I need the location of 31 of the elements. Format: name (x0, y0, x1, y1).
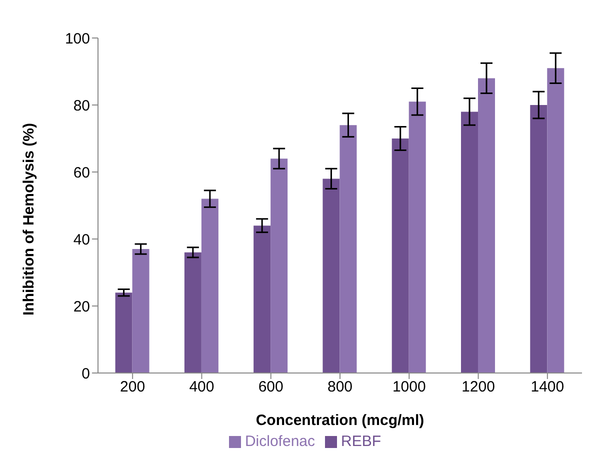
y-tick-label: 40 (73, 231, 90, 248)
legend-label: Diclofenac (244, 433, 316, 450)
bar (392, 138, 409, 373)
x-tick-label: 800 (327, 378, 353, 396)
y-tick-label: 80 (73, 97, 90, 114)
y-tick-label: 100 (64, 30, 90, 48)
x-axis-title: Concentration (mcg/ml) (256, 412, 424, 429)
x-tick-label: 400 (189, 378, 214, 396)
bar (408, 102, 426, 373)
bar (132, 249, 150, 373)
bar (547, 68, 564, 373)
x-tick-label: 1200 (462, 378, 495, 396)
y-tick-label: 60 (73, 164, 90, 182)
x-tick-label: 1000 (392, 378, 426, 396)
bar (184, 252, 202, 373)
y-axis-title: Inhibition of Hemolysis (%) (20, 122, 38, 316)
x-tick-label: 1400 (530, 378, 564, 396)
bar (115, 292, 132, 373)
legend-label: REBF (341, 433, 382, 450)
bar (201, 198, 218, 373)
x-tick-label: 600 (258, 378, 284, 396)
y-tick-label: 0 (82, 365, 90, 382)
bar (270, 158, 288, 373)
bar (322, 178, 340, 373)
bar (461, 112, 478, 373)
bar (340, 125, 357, 373)
y-tick-label: 20 (73, 298, 90, 316)
bar (478, 78, 495, 373)
bar (530, 105, 548, 373)
x-tick-label: 200 (120, 378, 146, 396)
bar (254, 226, 271, 373)
